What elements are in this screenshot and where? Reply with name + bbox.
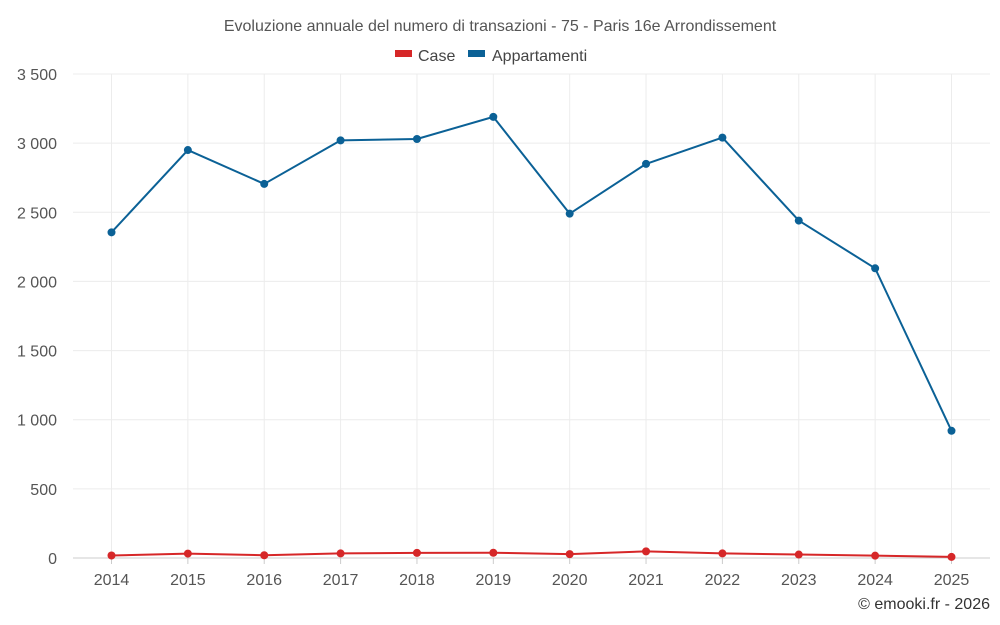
data-point-appartamenti [718, 133, 727, 142]
legend-label-appartamenti[interactable]: Appartamenti [492, 48, 587, 65]
data-point-appartamenti [871, 264, 880, 273]
x-tick-label: 2022 [705, 572, 741, 589]
y-tick-label: 1 000 [17, 413, 57, 430]
data-point-case [565, 550, 574, 559]
y-axis: 0 500 1 000 1 500 2 000 2 500 3 000 3 500 [17, 67, 57, 568]
series-layer [107, 112, 956, 561]
x-gridlines [111, 74, 952, 564]
y-tick-label: 0 [48, 551, 57, 568]
x-tick-label: 2024 [857, 572, 893, 589]
data-point-appartamenti [794, 216, 803, 225]
data-point-case [412, 548, 421, 557]
data-point-appartamenti [489, 112, 498, 121]
series-line-case [111, 550, 952, 558]
y-tick-label: 500 [30, 482, 57, 499]
data-point-appartamenti [183, 146, 192, 155]
data-point-appartamenti [260, 179, 269, 188]
data-point-case [260, 551, 269, 560]
data-point-case [183, 549, 192, 558]
legend[interactable]: Case Appartamenti [395, 48, 587, 65]
x-tick-label: 2025 [934, 572, 970, 589]
x-tick-label: 2019 [476, 572, 512, 589]
data-point-case [336, 549, 345, 558]
data-point-case [947, 552, 956, 561]
y-gridlines [73, 73, 990, 490]
x-tick-label: 2018 [399, 572, 435, 589]
data-point-case [107, 551, 116, 560]
x-tick-label: 2017 [323, 572, 359, 589]
x-tick-label: 2016 [246, 572, 282, 589]
x-tick-label: 2023 [781, 572, 817, 589]
y-tick-label: 3 500 [17, 67, 57, 84]
y-tick-label: 1 500 [17, 344, 57, 361]
x-axis: 2014 2015 2016 2017 2018 2019 2020 2021 2022 2023… [94, 572, 970, 589]
legend-swatch-case [395, 50, 412, 57]
data-point-appartamenti [336, 136, 345, 145]
data-point-case [794, 550, 803, 559]
legend-swatch-appartamenti [468, 50, 485, 57]
series-line-appartamenti [110, 115, 953, 432]
y-tick-label: 3 000 [17, 136, 57, 153]
data-point-case [871, 551, 880, 560]
legend-label-case[interactable]: Case [418, 48, 455, 65]
y-tick-label: 2 000 [17, 274, 57, 291]
data-point-appartamenti [642, 159, 651, 168]
x-tick-label: 2021 [628, 572, 664, 589]
x-tick-label: 2014 [94, 572, 130, 589]
x-tick-label: 2020 [552, 572, 588, 589]
credit-text: © emooki.fr - 2026 [858, 596, 990, 613]
data-point-appartamenti [412, 134, 421, 143]
x-tick-label: 2015 [170, 572, 206, 589]
data-point-case [718, 549, 727, 558]
data-point-appartamenti [565, 209, 574, 218]
data-point-case [489, 548, 498, 557]
y-tick-label: 2 500 [17, 205, 57, 222]
chart-title: Evoluzione annuale del numero di transaz… [224, 18, 777, 35]
data-point-appartamenti [107, 228, 116, 237]
data-point-appartamenti [947, 426, 956, 435]
data-point-case [642, 547, 651, 556]
